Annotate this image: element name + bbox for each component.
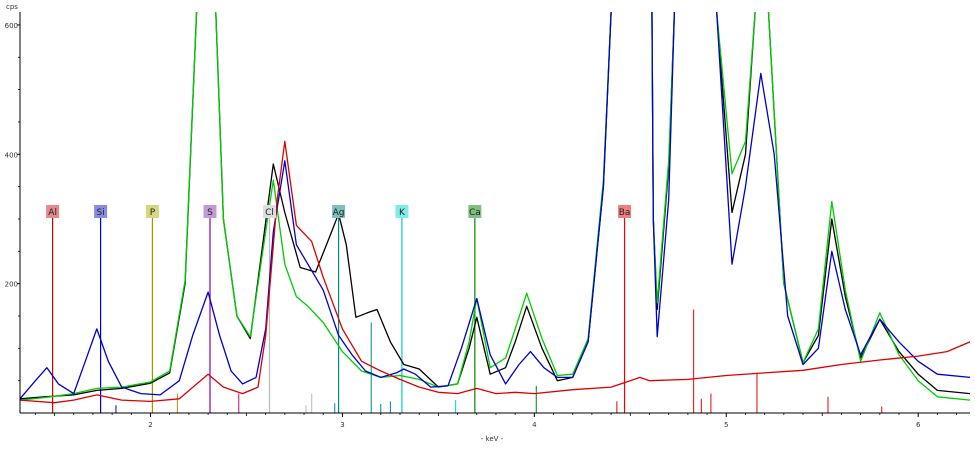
y-axis-label: cps bbox=[6, 3, 18, 11]
x-tick-label: 2 bbox=[148, 421, 152, 429]
element-marker-layer bbox=[52, 209, 883, 413]
series-layer bbox=[20, 12, 970, 404]
series-line-2 bbox=[20, 12, 970, 400]
y-tick-label: 200 bbox=[5, 281, 18, 289]
series-line-3 bbox=[20, 140, 970, 404]
element-tag-label: Ba bbox=[619, 208, 631, 218]
element-tag-ba bbox=[618, 205, 632, 218]
element-tag-ag bbox=[332, 205, 346, 218]
x-tick-label: 4 bbox=[532, 421, 537, 429]
element-tag-label: P bbox=[150, 208, 156, 218]
x-tick-label: 5 bbox=[724, 421, 728, 429]
element-tag-label: K bbox=[399, 208, 406, 218]
axis-layer: 2 3 4 5 6 200 400 600 bbox=[5, 22, 957, 429]
y-tick-label: 600 bbox=[5, 22, 18, 30]
element-tag-label: S bbox=[207, 208, 213, 218]
element-tag-label: Ag bbox=[333, 208, 345, 218]
element-tag-ca bbox=[468, 205, 482, 218]
element-tag-k bbox=[395, 205, 409, 218]
element-tag-si bbox=[94, 205, 108, 218]
element-tag-label: Si bbox=[96, 208, 104, 218]
element-tag-label: Ca bbox=[469, 208, 481, 218]
y-tick-label: 400 bbox=[5, 151, 18, 159]
element-tag-al bbox=[46, 205, 60, 218]
element-tag-cl bbox=[262, 205, 276, 218]
plot-area bbox=[20, 12, 970, 413]
x-tick-label: 3 bbox=[340, 421, 344, 429]
element-tag-p bbox=[145, 205, 159, 218]
x-axis-label: - keV - bbox=[481, 435, 504, 443]
x-tick-label: 6 bbox=[916, 421, 921, 429]
element-tag-label: Al bbox=[48, 208, 57, 218]
element-tag-s bbox=[203, 205, 217, 218]
element-tag-label: Cl bbox=[265, 208, 274, 218]
element-tag-layer: Al Si P S Cl Ag K Ca Ba bbox=[46, 205, 632, 218]
